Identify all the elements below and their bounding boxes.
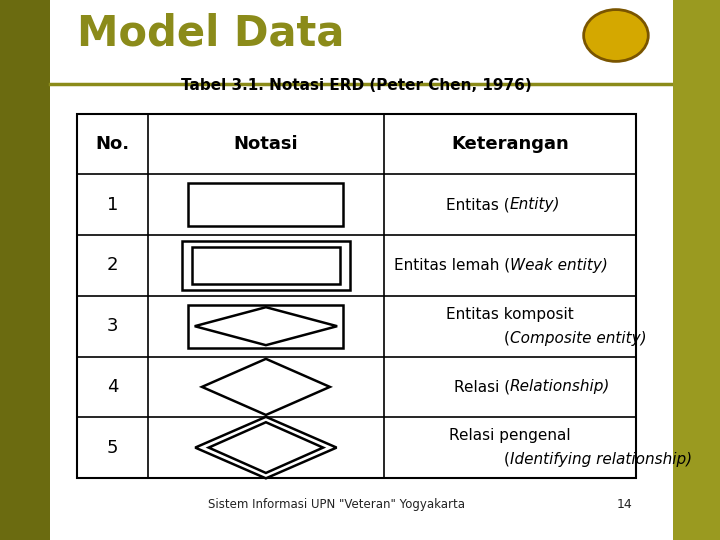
Text: Entity): Entity) — [510, 197, 560, 212]
Text: Keterangan: Keterangan — [451, 135, 569, 153]
Text: Composite entity): Composite entity) — [510, 330, 647, 346]
Bar — [181, 241, 350, 291]
Text: Relationship): Relationship) — [510, 380, 611, 394]
Bar — [189, 183, 343, 226]
Polygon shape — [195, 417, 336, 478]
Polygon shape — [194, 307, 337, 345]
Text: (: ( — [504, 452, 510, 467]
Text: 5: 5 — [107, 438, 119, 457]
Text: 1: 1 — [107, 196, 119, 214]
Bar — [192, 247, 340, 285]
Polygon shape — [209, 422, 323, 473]
Text: Identifying relationship): Identifying relationship) — [510, 452, 692, 467]
Text: 2: 2 — [107, 256, 119, 274]
Bar — [78, 114, 636, 478]
Text: Tabel 3.1. Notasi ERD (Peter Chen, 1976): Tabel 3.1. Notasi ERD (Peter Chen, 1976) — [181, 78, 532, 93]
Text: Entitas komposit: Entitas komposit — [446, 307, 574, 322]
Bar — [189, 305, 343, 348]
Text: (: ( — [504, 330, 510, 346]
Text: Sistem Informasi UPN "Veteran" Yogyakarta: Sistem Informasi UPN "Veteran" Yogyakart… — [208, 498, 465, 511]
Text: Notasi: Notasi — [233, 135, 298, 153]
Text: Entitas (: Entitas ( — [446, 197, 510, 212]
Text: 3: 3 — [107, 317, 119, 335]
Text: Relasi pengenal: Relasi pengenal — [449, 428, 571, 443]
Bar — [0, 1, 50, 540]
Circle shape — [584, 10, 648, 62]
Text: No.: No. — [96, 135, 130, 153]
Polygon shape — [202, 359, 330, 415]
Text: 4: 4 — [107, 378, 119, 396]
Text: Relasi (: Relasi ( — [454, 380, 510, 394]
Text: Weak entity): Weak entity) — [510, 258, 608, 273]
Text: Entitas lemah (: Entitas lemah ( — [394, 258, 510, 273]
Text: 14: 14 — [617, 498, 633, 511]
Text: Model Data: Model Data — [78, 12, 345, 55]
